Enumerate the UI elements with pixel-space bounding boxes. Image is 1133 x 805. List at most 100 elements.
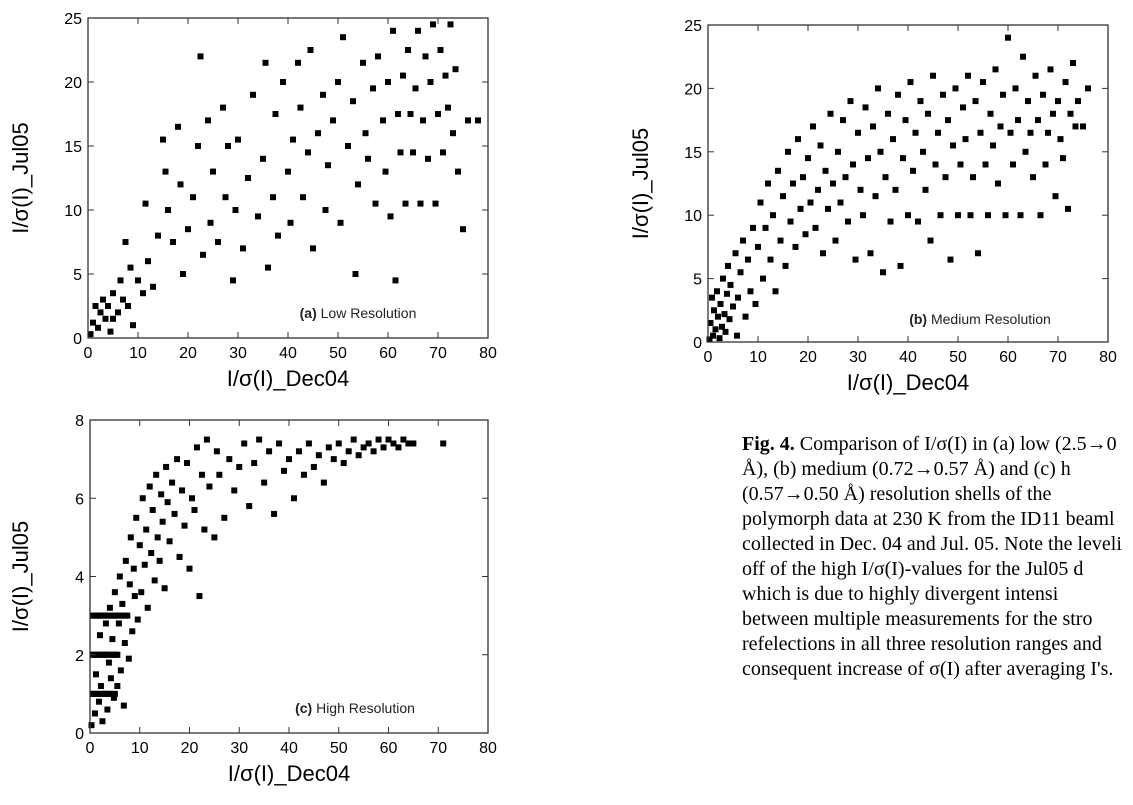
data-point	[125, 655, 132, 662]
x-tick-label: 40	[899, 349, 917, 366]
data-point	[395, 444, 402, 451]
data-point	[138, 589, 145, 596]
data-point	[305, 440, 312, 447]
data-point	[817, 142, 824, 149]
data-point	[915, 218, 921, 225]
data-point	[802, 231, 809, 238]
data-point	[188, 495, 195, 502]
data-point	[240, 245, 246, 252]
data-point	[193, 444, 200, 451]
data-point	[857, 186, 864, 193]
data-point	[412, 85, 419, 92]
scatter-panel-c: 0 10 20 30 40 50 60 70 80 0 2 4 6 8 I/σ(I)_Dec04 I/σ(I)…	[8, 413, 497, 786]
data-point	[465, 117, 471, 124]
data-point	[241, 440, 248, 447]
y-tick-label: 10	[64, 203, 82, 220]
data-point	[130, 565, 137, 572]
data-point	[830, 180, 836, 187]
data-point	[256, 436, 263, 443]
data-point	[1015, 117, 1021, 124]
data-point	[110, 694, 117, 701]
data-point	[807, 199, 814, 206]
x-tick-label: 30	[230, 740, 248, 757]
data-point	[235, 136, 241, 143]
data-point	[875, 85, 881, 92]
data-point	[792, 243, 799, 250]
data-point	[717, 300, 724, 307]
data-point	[400, 72, 406, 79]
data-point	[775, 167, 781, 174]
data-point	[872, 193, 879, 200]
data-point	[825, 205, 831, 212]
data-point	[141, 561, 148, 568]
x-tick-label: 80	[1099, 349, 1117, 366]
x-tick-label: 0	[86, 740, 95, 757]
data-point	[732, 250, 739, 257]
data-point	[295, 59, 301, 66]
data-point	[882, 174, 889, 181]
data-point	[1085, 85, 1091, 92]
data-point	[337, 219, 344, 226]
y-tick-label: 20	[684, 81, 702, 98]
data-point	[92, 303, 99, 309]
data-point	[114, 651, 121, 658]
data-point	[900, 155, 906, 162]
data-point	[947, 256, 954, 263]
data-point	[150, 283, 156, 290]
data-point	[120, 702, 127, 709]
x-tick-label: 20	[799, 349, 817, 366]
data-point	[1022, 148, 1029, 155]
data-point	[790, 180, 796, 187]
panel-label: (a) Low Resolution	[300, 305, 417, 321]
data-point	[350, 436, 357, 443]
data-point	[207, 219, 214, 226]
caption-line: off of the high I/σ(I)-values for the Ju…	[742, 558, 1084, 580]
x-tick-label: 40	[280, 740, 298, 757]
data-point	[935, 129, 941, 136]
data-point	[185, 226, 191, 233]
data-point	[154, 534, 161, 541]
y-tick-label: 15	[684, 145, 702, 162]
data-point	[1037, 212, 1044, 219]
data-point	[867, 250, 874, 257]
data-point	[380, 117, 386, 124]
data-point	[1065, 205, 1071, 212]
data-point	[852, 256, 859, 263]
data-point	[877, 148, 884, 155]
data-point	[135, 277, 141, 284]
data-point	[787, 218, 794, 225]
data-point	[445, 104, 451, 111]
data-point	[330, 456, 337, 463]
data-point	[945, 117, 951, 124]
data-point	[355, 181, 361, 188]
data-point	[720, 275, 726, 282]
data-point	[722, 328, 729, 335]
data-point	[1035, 117, 1041, 124]
data-point	[262, 59, 269, 66]
data-point	[99, 718, 106, 725]
x-tick-label: 10	[749, 349, 767, 366]
data-point	[115, 620, 122, 627]
data-point	[180, 271, 186, 277]
data-point	[1000, 91, 1006, 98]
data-point	[195, 143, 201, 149]
data-point	[420, 117, 426, 124]
caption-line: collected in Dec. 04 and Jul. 05. Note t…	[742, 533, 1122, 555]
data-point	[437, 47, 444, 53]
data-point	[442, 72, 449, 79]
data-point	[460, 226, 466, 233]
data-point	[226, 456, 233, 463]
data-point	[96, 632, 103, 639]
data-point	[355, 452, 362, 459]
data-point	[392, 277, 399, 284]
data-point	[815, 186, 821, 193]
data-point	[186, 565, 193, 572]
data-point	[114, 683, 121, 690]
data-point	[275, 232, 281, 239]
data-point	[290, 136, 296, 143]
data-point	[122, 239, 129, 245]
y-axis-title: I/σ(I)_Jul05	[628, 128, 653, 239]
data-point	[730, 303, 736, 310]
data-point	[179, 487, 186, 494]
data-point	[747, 288, 754, 295]
